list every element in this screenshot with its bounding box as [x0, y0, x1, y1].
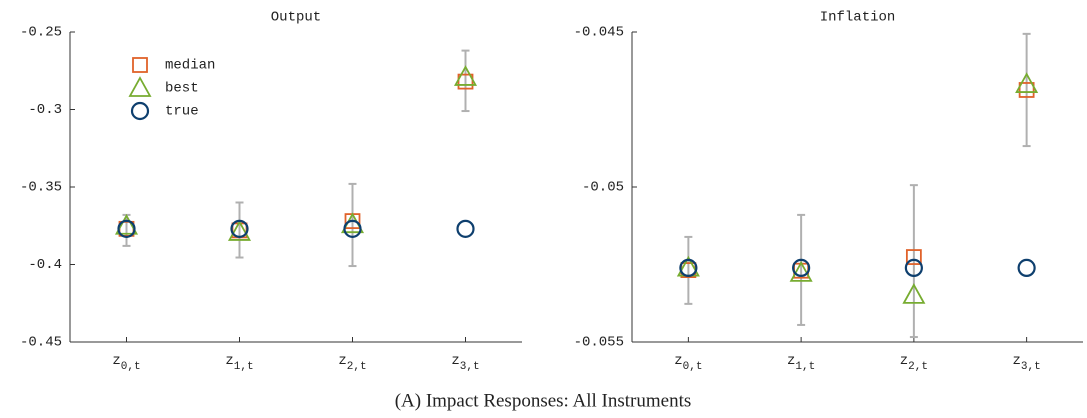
chart-title: Inflation — [820, 10, 896, 26]
circle-marker — [792, 258, 811, 278]
square-marker — [132, 57, 148, 73]
y-tick-label: -0.35 — [20, 180, 62, 196]
legend-label: best — [165, 81, 199, 97]
caption: (A) Impact Responses: All Instruments — [395, 390, 692, 411]
circle-marker — [679, 258, 698, 278]
legend-label: true — [165, 104, 199, 120]
y-tick-label: -0.05 — [582, 180, 624, 196]
circle-marker — [1017, 258, 1036, 278]
y-tick-label: -0.3 — [28, 102, 62, 118]
x-tick-label: z0,t — [112, 353, 140, 373]
triangle-marker — [114, 213, 139, 235]
y-tick-label: -0.25 — [20, 25, 62, 41]
y-tick-label: -0.45 — [20, 335, 62, 351]
triangle-marker — [789, 261, 813, 282]
triangle-marker — [128, 76, 152, 97]
chart-title: Output — [271, 10, 321, 26]
square-marker — [457, 73, 474, 90]
circle-marker — [904, 258, 923, 278]
y-tick-label: -0.055 — [574, 335, 624, 351]
y-tick-label: -0.4 — [28, 257, 62, 273]
x-tick-label: z2,t — [900, 353, 928, 373]
square-marker — [905, 249, 922, 265]
y-tick-label: -0.045 — [574, 25, 624, 41]
legend-label: median — [165, 58, 215, 74]
triangle-marker — [1015, 72, 1039, 93]
circle-marker — [130, 101, 150, 121]
x-tick-label: z0,t — [674, 353, 702, 373]
x-tick-label: z3,t — [451, 353, 479, 373]
circle-marker — [230, 219, 249, 238]
square-marker — [1018, 82, 1035, 98]
x-tick-label: z2,t — [338, 353, 366, 373]
circle-marker — [343, 219, 362, 238]
triangle-marker — [453, 65, 478, 86]
x-tick-label: z3,t — [1013, 353, 1041, 373]
triangle-marker — [902, 283, 926, 304]
triangle-marker — [227, 220, 252, 241]
x-tick-label: z1,t — [225, 353, 253, 373]
circle-marker — [117, 219, 136, 238]
circle-marker — [456, 219, 475, 238]
x-tick-label: z1,t — [787, 353, 815, 373]
